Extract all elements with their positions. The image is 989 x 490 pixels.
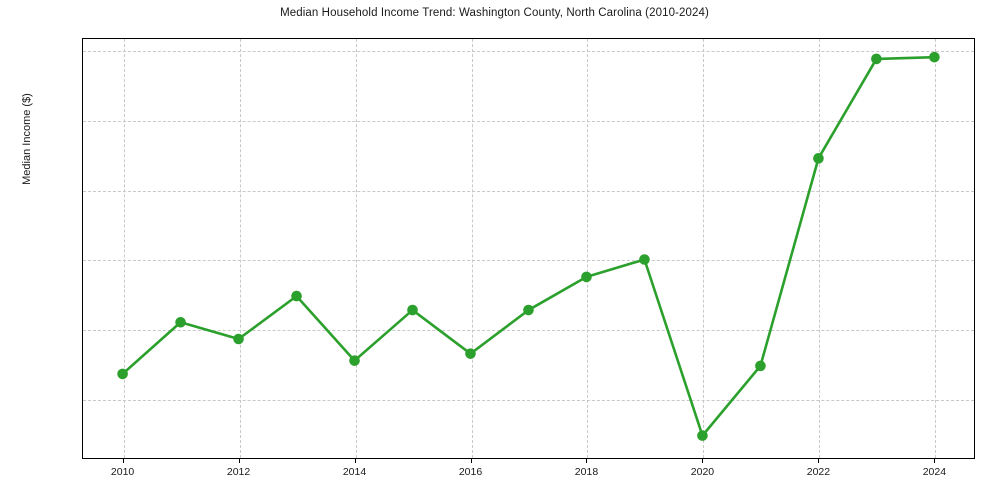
gridline-horizontal <box>83 330 974 332</box>
x-tick-label: 2020 <box>690 466 715 478</box>
x-tick-label: 2010 <box>110 466 135 478</box>
x-tick-mark <box>818 459 820 463</box>
line-series-median-income <box>121 55 936 437</box>
data-point-2018 <box>581 271 592 283</box>
data-point-2011 <box>175 316 186 328</box>
gridline-horizontal <box>83 400 974 401</box>
x-tick-label: 2012 <box>226 466 251 478</box>
data-point-2014 <box>349 355 360 366</box>
data-point-markers <box>117 51 940 441</box>
x-tick-label: 2016 <box>458 466 483 478</box>
data-series-layer <box>117 51 940 441</box>
data-point-2023 <box>871 53 882 65</box>
gridline-vertical <box>471 39 473 458</box>
gridline-vertical <box>239 39 241 458</box>
gridline-vertical <box>355 39 357 458</box>
y-axis-label: Median Income ($) <box>21 93 33 185</box>
gridline-vertical <box>587 39 589 458</box>
gridline-horizontal <box>83 51 974 53</box>
x-tick-mark <box>586 459 588 463</box>
gridline-horizontal <box>83 190 974 192</box>
x-tick-mark <box>934 459 936 463</box>
x-tick-label: 2014 <box>342 466 367 478</box>
data-point-2016 <box>465 348 476 359</box>
x-tick-mark <box>470 459 472 463</box>
x-tick-mark <box>702 459 704 463</box>
gridline-horizontal <box>83 260 974 262</box>
data-point-2024 <box>929 51 940 63</box>
data-point-2015 <box>407 304 418 316</box>
data-point-2012 <box>233 333 244 345</box>
x-tick-label: 2018 <box>574 466 599 478</box>
gridline-vertical <box>935 39 937 458</box>
gridline-horizontal <box>83 120 974 122</box>
gridline-vertical <box>703 39 705 458</box>
data-point-2010 <box>117 368 128 380</box>
data-point-2021 <box>755 360 766 372</box>
data-point-2022 <box>813 153 824 164</box>
gridline-vertical <box>819 39 821 458</box>
plot-area: $32,000$34,000$36,000$38,000$40,000$42,0… <box>82 38 975 459</box>
data-point-2019 <box>639 254 650 265</box>
data-point-2013 <box>291 290 302 302</box>
data-point-2017 <box>523 304 534 316</box>
x-tick-label: 2024 <box>922 466 947 478</box>
gridline-vertical <box>123 39 125 458</box>
x-tick-mark <box>122 459 124 463</box>
x-tick-label: 2022 <box>806 466 831 478</box>
data-point-2020 <box>697 430 708 441</box>
x-tick-mark <box>238 459 240 463</box>
chart-title: Median Household Income Trend: Washingto… <box>280 7 709 19</box>
x-tick-mark <box>354 459 356 463</box>
